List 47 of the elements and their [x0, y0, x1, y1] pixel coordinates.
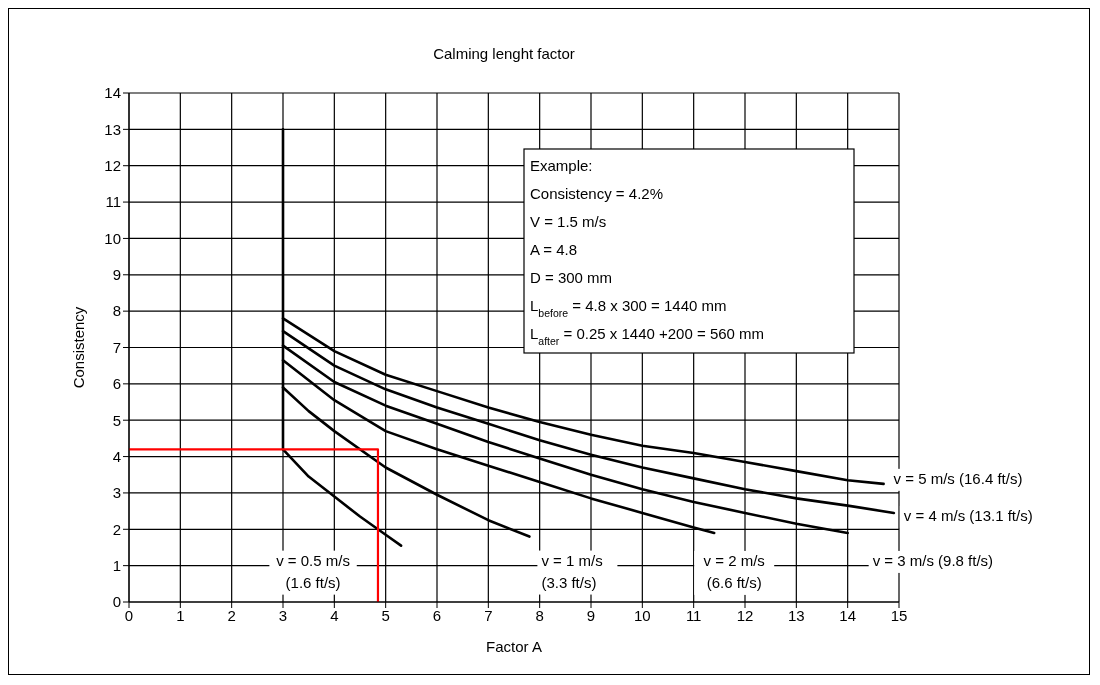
annotation: Example:	[530, 157, 593, 174]
annotation: V = 1.5 m/s	[530, 213, 607, 230]
y-tick-label: 4	[112, 447, 121, 465]
y-tick-label: 1	[112, 556, 121, 574]
y-tick-label: 13	[104, 120, 121, 138]
x-tick-label: 3	[278, 606, 288, 624]
x-tick-label: 9	[586, 606, 596, 624]
y-axis-title: Consistency	[70, 306, 88, 389]
y-tick-label: 2	[112, 520, 121, 538]
x-tick-label: 11	[685, 606, 702, 624]
y-tick-label: 7	[112, 338, 121, 356]
y-tick-label: 9	[112, 266, 121, 284]
x-tick-label: 4	[330, 606, 339, 624]
y-tick-label: 0	[112, 593, 121, 611]
y-tick-label: 12	[104, 157, 121, 175]
y-tick-label: 14	[104, 84, 121, 102]
annotation: A = 4.8	[530, 241, 578, 258]
x-tick-label: 8	[535, 606, 544, 624]
x-tick-label: 1	[176, 606, 185, 624]
series-label: v = 2 m/s (6.6 ft/s)	[703, 551, 765, 591]
x-tick-label: 10	[633, 606, 651, 624]
y-tick-label: 6	[112, 375, 121, 393]
x-tick-label: 2	[227, 606, 236, 624]
series-label: v = 1 m/s (3.3 ft/s)	[541, 551, 603, 591]
chart-title: Calming lenght factor	[433, 45, 575, 62]
x-axis-title: Factor A	[486, 638, 542, 655]
x-tick-label: 0	[124, 606, 134, 624]
annotation: D = 300 mm	[530, 269, 613, 286]
x-tick-label: 13	[787, 606, 805, 624]
annotation: L$_{after}$ = 0.25 x 1440 +200 = 560 mm	[530, 325, 765, 347]
annotation: L$_{before}$ = 4.8 x 300 = 1440 mm	[530, 297, 727, 319]
x-tick-label: 7	[484, 606, 493, 624]
y-tick-label: 3	[112, 484, 121, 502]
series-label: v = 5 m/s (16.4 ft/s)	[893, 469, 1023, 487]
text: v = 0.5 m/s (1.6 ft/s)	[276, 551, 350, 591]
x-tick-label: 5	[381, 606, 390, 624]
y-tick-label: 5	[112, 411, 121, 429]
x-tick-label: 12	[736, 606, 754, 624]
x-tick-label: 14	[839, 606, 857, 624]
series-label: v = 4 m/s (13.1 ft/s)	[903, 506, 1033, 524]
y-tick-label: 10	[104, 229, 121, 247]
y-tick-label: 11	[105, 193, 121, 211]
y-tick-label: 8	[112, 302, 121, 320]
x-tick-label: 15	[890, 606, 908, 624]
annotation: Consistency = 4.2%	[530, 185, 663, 202]
x-tick-label: 6	[432, 606, 442, 624]
text: v = 3 m/s (9.8 ft/s)	[872, 551, 994, 569]
